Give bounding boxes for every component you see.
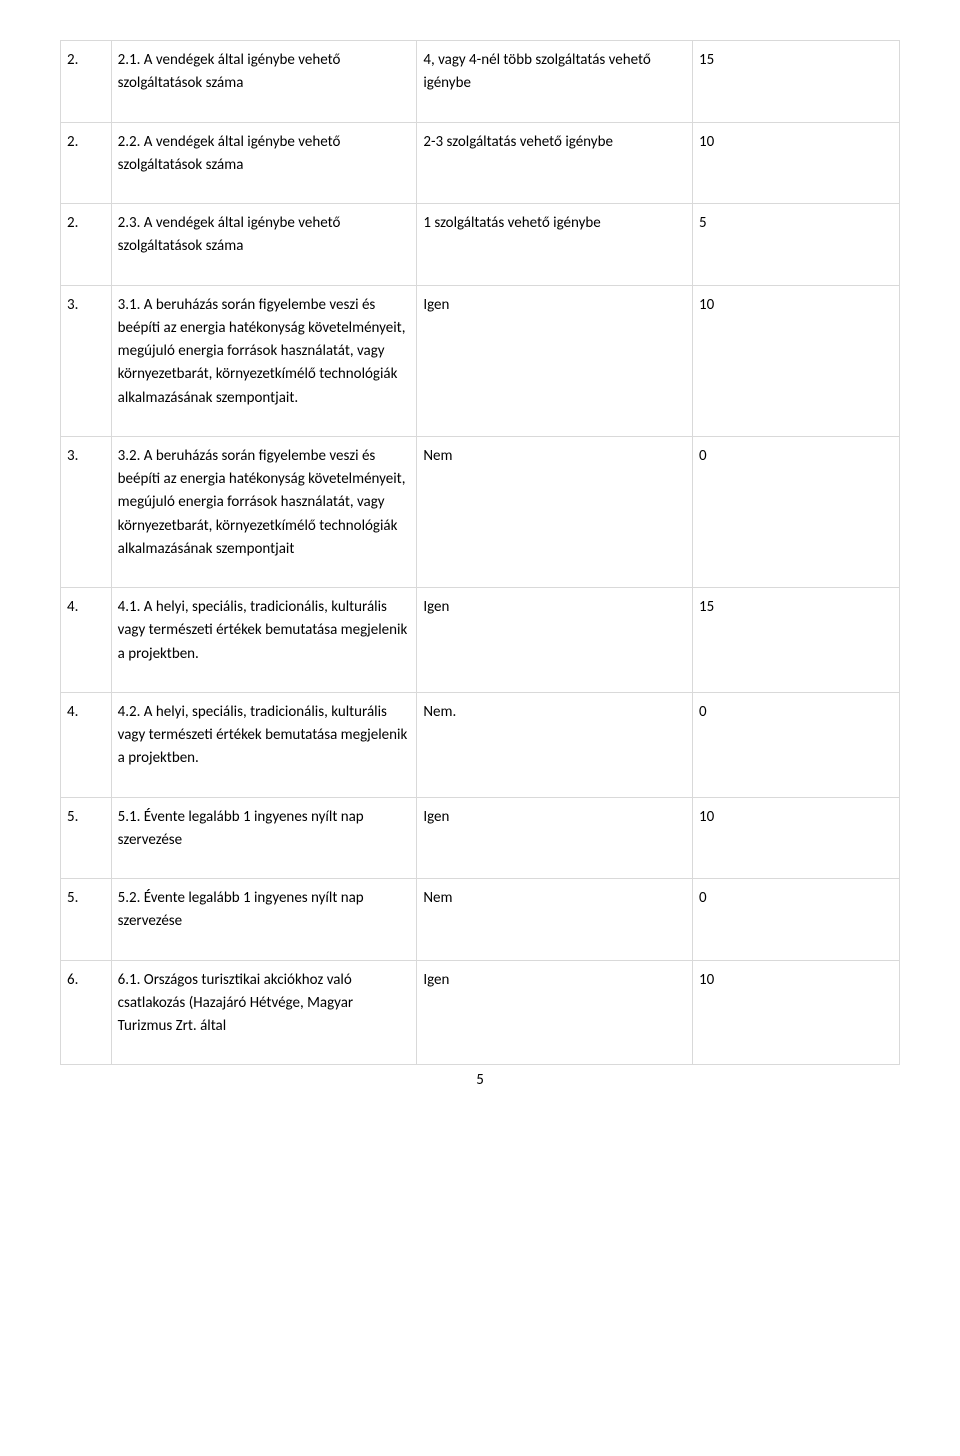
cell-c3: 15 bbox=[693, 588, 900, 693]
cell-c1: 5.1. Évente legalább 1 ingyenes nyílt na… bbox=[111, 797, 417, 879]
table-row: 5.5.2. Évente legalább 1 ingyenes nyílt … bbox=[61, 879, 900, 961]
cell-c0: 3. bbox=[61, 436, 112, 587]
cell-c2: Nem. bbox=[417, 692, 693, 797]
cell-c0: 5. bbox=[61, 797, 112, 879]
cell-c1: 6.1. Országos turisztikai akciókhoz való… bbox=[111, 960, 417, 1065]
cell-c2: Igen bbox=[417, 285, 693, 436]
cell-c3: 0 bbox=[693, 692, 900, 797]
criteria-table: 2.2.1. A vendégek által igénybe vehető s… bbox=[60, 40, 900, 1065]
cell-c1: 3.1. A beruházás során figyelembe veszi … bbox=[111, 285, 417, 436]
table-row: 6.6.1. Országos turisztikai akciókhoz va… bbox=[61, 960, 900, 1065]
cell-c2: 2-3 szolgáltatás vehető igénybe bbox=[417, 122, 693, 204]
cell-c0: 3. bbox=[61, 285, 112, 436]
cell-c2: Igen bbox=[417, 960, 693, 1065]
table-row: 4.4.2. A helyi, speciális, tradicionális… bbox=[61, 692, 900, 797]
cell-c1: 4.2. A helyi, speciális, tradicionális, … bbox=[111, 692, 417, 797]
cell-c1: 2.2. A vendégek által igénybe vehető szo… bbox=[111, 122, 417, 204]
cell-c3: 10 bbox=[693, 285, 900, 436]
page-number: 5 bbox=[60, 1071, 900, 1089]
table-row: 2.2.3. A vendégek által igénybe vehető s… bbox=[61, 204, 900, 286]
table-row: 2.2.2. A vendégek által igénybe vehető s… bbox=[61, 122, 900, 204]
cell-c0: 4. bbox=[61, 692, 112, 797]
cell-c1: 4.1. A helyi, speciális, tradicionális, … bbox=[111, 588, 417, 693]
table-row: 2.2.1. A vendégek által igénybe vehető s… bbox=[61, 41, 900, 123]
cell-c0: 2. bbox=[61, 122, 112, 204]
cell-c3: 10 bbox=[693, 122, 900, 204]
cell-c0: 2. bbox=[61, 204, 112, 286]
cell-c2: Igen bbox=[417, 588, 693, 693]
table-row: 3.3.1. A beruházás során figyelembe vesz… bbox=[61, 285, 900, 436]
cell-c0: 6. bbox=[61, 960, 112, 1065]
cell-c2: 4, vagy 4-nél több szolgáltatás vehető i… bbox=[417, 41, 693, 123]
cell-c2: 1 szolgáltatás vehető igénybe bbox=[417, 204, 693, 286]
cell-c0: 4. bbox=[61, 588, 112, 693]
document-page: 2.2.1. A vendégek által igénybe vehető s… bbox=[0, 0, 960, 1109]
cell-c1: 2.1. A vendégek által igénybe vehető szo… bbox=[111, 41, 417, 123]
cell-c3: 15 bbox=[693, 41, 900, 123]
cell-c1: 3.2. A beruházás során figyelembe veszi … bbox=[111, 436, 417, 587]
cell-c3: 0 bbox=[693, 436, 900, 587]
cell-c2: Nem bbox=[417, 879, 693, 961]
cell-c1: 5.2. Évente legalább 1 ingyenes nyílt na… bbox=[111, 879, 417, 961]
cell-c0: 5. bbox=[61, 879, 112, 961]
cell-c3: 10 bbox=[693, 797, 900, 879]
cell-c2: Igen bbox=[417, 797, 693, 879]
cell-c3: 10 bbox=[693, 960, 900, 1065]
cell-c0: 2. bbox=[61, 41, 112, 123]
cell-c1: 2.3. A vendégek által igénybe vehető szo… bbox=[111, 204, 417, 286]
cell-c3: 0 bbox=[693, 879, 900, 961]
cell-c2: Nem bbox=[417, 436, 693, 587]
table-row: 3.3.2. A beruházás során figyelembe vesz… bbox=[61, 436, 900, 587]
cell-c3: 5 bbox=[693, 204, 900, 286]
table-row: 5.5.1. Évente legalább 1 ingyenes nyílt … bbox=[61, 797, 900, 879]
table-row: 4.4.1. A helyi, speciális, tradicionális… bbox=[61, 588, 900, 693]
